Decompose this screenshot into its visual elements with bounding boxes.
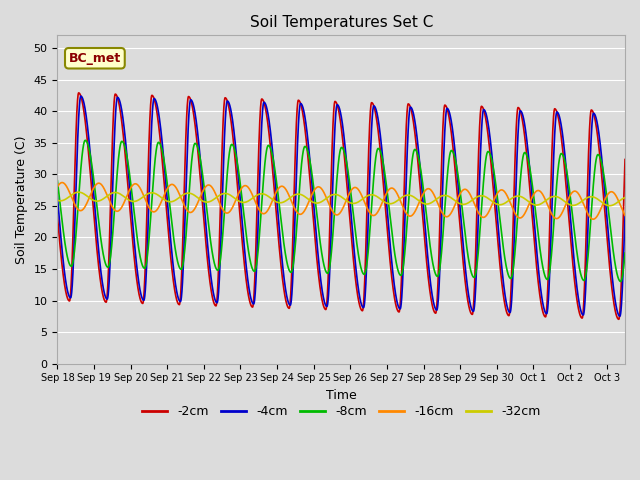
-4cm — [616, 313, 624, 319]
-2cm — [429, 303, 436, 309]
-4cm — [621, 213, 629, 218]
-32cm — [231, 195, 239, 201]
Line: -4cm: -4cm — [58, 96, 625, 316]
Line: -32cm: -32cm — [58, 192, 625, 206]
Title: Soil Temperatures Set C: Soil Temperatures Set C — [250, 15, 433, 30]
-4cm — [180, 255, 188, 261]
-16cm — [54, 184, 61, 190]
-2cm — [75, 90, 83, 96]
-16cm — [231, 199, 239, 205]
-8cm — [568, 207, 576, 213]
-4cm — [420, 218, 428, 224]
-2cm — [420, 237, 428, 243]
-8cm — [180, 257, 188, 263]
-32cm — [605, 203, 613, 209]
-8cm — [81, 137, 89, 143]
-16cm — [429, 189, 436, 195]
-8cm — [621, 250, 629, 256]
-16cm — [589, 216, 597, 222]
-2cm — [615, 316, 623, 322]
-2cm — [54, 213, 61, 219]
-32cm — [429, 199, 436, 205]
-4cm — [77, 93, 84, 99]
-32cm — [75, 189, 83, 195]
-32cm — [420, 201, 428, 207]
Y-axis label: Soil Temperature (C): Soil Temperature (C) — [15, 135, 28, 264]
-4cm — [231, 137, 239, 143]
-8cm — [420, 197, 428, 203]
-16cm — [58, 180, 66, 185]
-2cm — [231, 154, 239, 159]
-32cm — [54, 197, 61, 203]
-8cm — [54, 178, 61, 184]
-2cm — [568, 251, 576, 257]
Legend: -2cm, -4cm, -8cm, -16cm, -32cm: -2cm, -4cm, -8cm, -16cm, -32cm — [137, 400, 545, 423]
-8cm — [231, 147, 239, 153]
-16cm — [621, 213, 629, 218]
X-axis label: Time: Time — [326, 389, 356, 402]
-4cm — [54, 193, 61, 199]
-4cm — [605, 240, 613, 246]
-16cm — [420, 189, 428, 194]
Text: BC_met: BC_met — [68, 52, 121, 65]
-2cm — [605, 258, 613, 264]
Line: -2cm: -2cm — [58, 93, 625, 319]
-4cm — [568, 232, 576, 238]
-32cm — [606, 203, 614, 209]
Line: -16cm: -16cm — [58, 182, 625, 219]
-16cm — [180, 201, 188, 207]
-32cm — [568, 203, 576, 208]
-2cm — [180, 209, 188, 215]
-32cm — [621, 195, 629, 201]
Line: -8cm: -8cm — [58, 140, 625, 281]
-16cm — [568, 190, 576, 196]
-32cm — [180, 192, 188, 197]
-4cm — [429, 294, 436, 300]
-2cm — [621, 156, 629, 162]
-16cm — [605, 190, 613, 195]
-8cm — [429, 259, 436, 264]
-8cm — [617, 278, 625, 284]
-8cm — [605, 214, 613, 219]
